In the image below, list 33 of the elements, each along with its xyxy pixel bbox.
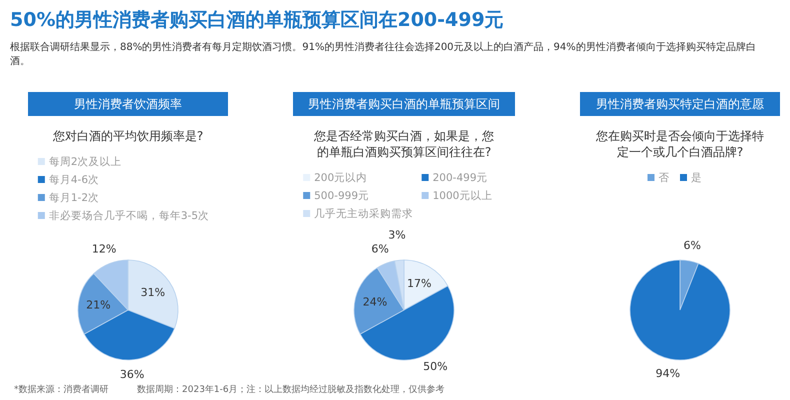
text: 根据联合调研结果显示，88%的男性消费者有每月定期饮酒习惯。91%的男性消费者往往会选择200元及以上的白酒产品，94%的男性消费者倾向于选择购买特定品牌白酒。 xyxy=(10,41,756,67)
data-label: 17% xyxy=(407,277,432,290)
data-label: 21% xyxy=(86,298,111,312)
data-label: 36% xyxy=(120,368,144,381)
legend-label: 非必要场合几乎不喝，每年3-5次 xyxy=(48,209,210,222)
legend-label: 200元以内 xyxy=(314,171,368,184)
chart-title: 男性消费者购买白酒的单瓶预算区间 xyxy=(308,97,500,111)
legend-label: 否 xyxy=(658,172,670,184)
text: 数据周期：2023年1-6月；注：以上数据均经过脱敏及指数化处理，仅供参考 xyxy=(137,384,445,395)
text: 50%的男性消费者购买白酒的单瓶预算区间在200-499元 xyxy=(10,9,504,31)
chart-subtitle: 您对白酒的平均饮用频率是? xyxy=(52,129,204,143)
chart-subtitle: 您在购买时是否会倾向于选择特定一个或几个白酒品牌? xyxy=(595,129,764,159)
chart-title: 男性消费者购买特定白酒的意愿 xyxy=(596,97,764,111)
legend-label: 500-999元 xyxy=(314,190,370,202)
data-label: 24% xyxy=(362,296,388,309)
data-label: 94% xyxy=(656,366,680,380)
data-label: 12% xyxy=(92,242,116,256)
data-label: 50% xyxy=(423,360,448,373)
legend-label: 每月1-2次 xyxy=(48,192,100,204)
legend-label: 1000元以上 xyxy=(432,189,492,202)
data-label: 3% xyxy=(388,228,406,242)
data-label: 31% xyxy=(140,286,166,300)
chart-title: 男性消费者饮酒频率 xyxy=(74,97,182,111)
legend-label: 几乎无主动采购需求 xyxy=(314,207,414,220)
legend-label: 是 xyxy=(691,172,702,184)
data-label: 6% xyxy=(683,239,701,252)
legend-label: 200-499元 xyxy=(432,172,488,184)
data-label: 6% xyxy=(371,242,389,256)
chart-subtitle: 您是否经常购买白酒，如果是，您的单瓶白酒购买预算区间往往在? xyxy=(313,129,494,159)
pie-slice xyxy=(630,260,730,360)
legend-label: 每月4-6次 xyxy=(48,174,100,186)
legend-label: 每周2次及以上 xyxy=(48,155,122,168)
text: *数据来源：消费者调研 xyxy=(14,384,108,395)
